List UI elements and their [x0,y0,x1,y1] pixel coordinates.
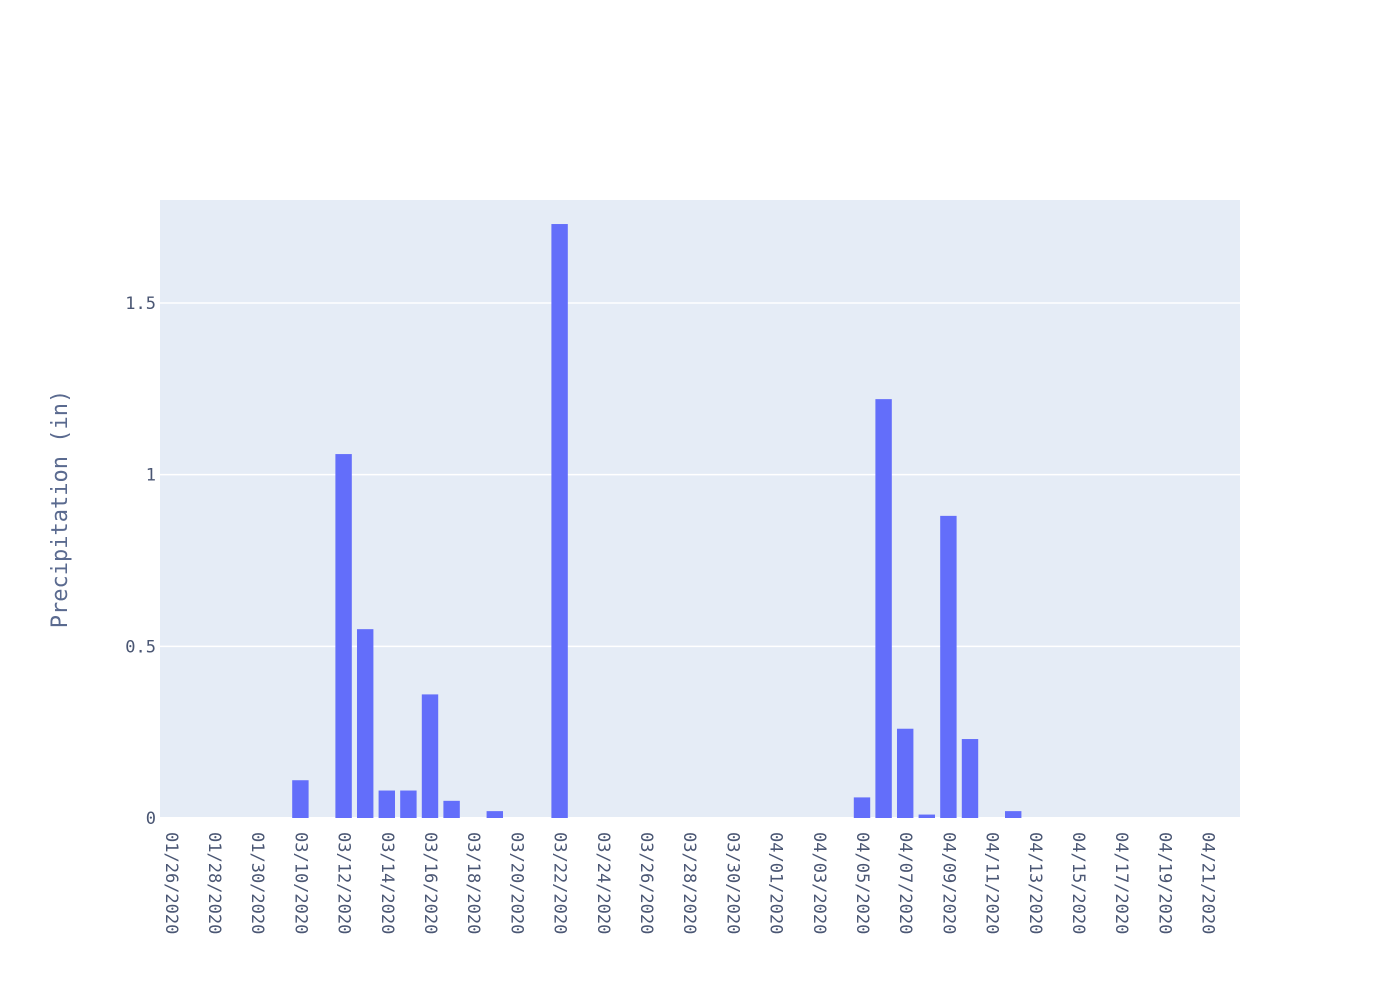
y-tick-label: 1 [146,466,156,486]
x-tick-label: 04/15/2020 [1068,832,1088,934]
bar [961,739,979,818]
bar [421,694,439,818]
x-tick-label: 04/13/2020 [1025,832,1045,934]
x-tick-label: 03/24/2020 [593,832,613,934]
x-tick-label: 04/07/2020 [895,832,915,934]
y-tick-label: 0 [146,809,156,829]
x-tick-label: 04/17/2020 [1111,832,1131,934]
x-tick-label: 03/16/2020 [420,832,440,934]
x-tick-label: 03/22/2020 [550,832,570,934]
x-tick-label: 03/30/2020 [722,832,742,934]
bar [853,797,871,818]
x-tick-label: 01/26/2020 [161,832,181,934]
x-axis-ticks: 01/26/2020 01/28/2020 01/30/2020 03/10/2020… [161,832,1218,934]
bar [918,814,936,818]
bar [486,811,504,818]
plot-area [160,200,1240,818]
x-tick-label: 03/12/2020 [334,832,354,934]
bar [551,224,568,819]
bar [356,629,374,818]
x-tick-label: 04/05/2020 [852,832,872,934]
bar [378,790,396,818]
x-tick-label: 04/03/2020 [809,832,829,934]
x-tick-label: 04/19/2020 [1154,832,1174,934]
x-tick-label: 03/14/2020 [377,832,397,934]
x-tick-label: 03/20/2020 [506,832,526,934]
bars [292,224,1022,819]
bar [292,780,309,818]
x-tick-label: 03/26/2020 [636,832,656,934]
y-tick-label: 0.5 [125,637,156,657]
bar [1004,811,1022,818]
y-axis-ticks: 0 0.5 1 1.5 [125,294,156,829]
y-tick-label: 1.5 [125,294,156,314]
x-tick-label: 01/30/2020 [247,832,267,934]
x-tick-label: 04/01/2020 [766,832,786,934]
x-tick-label: 01/28/2020 [204,832,224,934]
bar [400,790,417,818]
bar [875,399,892,818]
bar [896,728,914,818]
x-tick-label: 03/28/2020 [679,832,699,934]
x-tick-label: 04/21/2020 [1198,832,1218,934]
y-axis-title: Precipitation (in) [48,390,73,628]
x-tick-label: 04/09/2020 [938,832,958,934]
bar [335,454,352,818]
x-tick-label: 04/11/2020 [982,832,1002,934]
x-tick-label: 03/10/2020 [290,832,310,934]
bar [443,800,460,818]
bar [940,515,957,818]
x-tick-label: 03/18/2020 [463,832,483,934]
